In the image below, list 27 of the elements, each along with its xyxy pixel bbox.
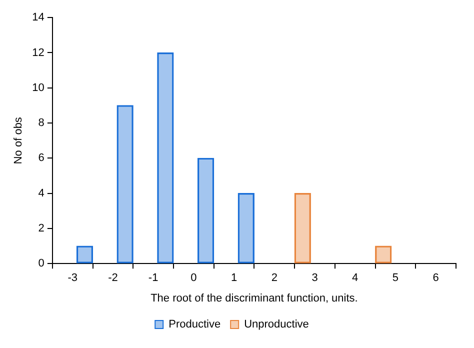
y-tick-label: 6 (38, 152, 44, 164)
x-axis-title: The root of the discriminant function, units. (150, 292, 358, 304)
x-tick-label: 0 (190, 272, 197, 284)
x-tick-label: 3 (312, 272, 318, 284)
x-tick-label: -1 (148, 272, 158, 284)
bar (157, 52, 174, 264)
bar (116, 105, 134, 264)
x-tick-label: -3 (68, 272, 78, 284)
y-tick-label: 14 (32, 12, 44, 24)
legend-label: Productive (168, 318, 221, 331)
bar (294, 192, 311, 264)
x-tick-label: -2 (108, 272, 118, 284)
x-tick-label: 5 (392, 272, 399, 284)
x-tick-label: 2 (271, 272, 278, 284)
y-tick-label: 0 (38, 258, 44, 270)
y-tick-label: 2 (38, 222, 44, 234)
y-tick-label: 8 (38, 117, 44, 130)
y-tick-label: 12 (32, 46, 44, 59)
y-tick-label: 4 (38, 187, 44, 200)
legend-label: Unproductive (244, 318, 309, 331)
bar (197, 158, 214, 264)
y-axis-title: No of obs (12, 116, 25, 164)
bar (238, 192, 254, 264)
y-tick-label: 10 (32, 82, 44, 94)
x-tick-label: 4 (352, 272, 358, 284)
x-tick-label: 6 (432, 272, 439, 284)
x-tick-label: 1 (230, 272, 238, 284)
